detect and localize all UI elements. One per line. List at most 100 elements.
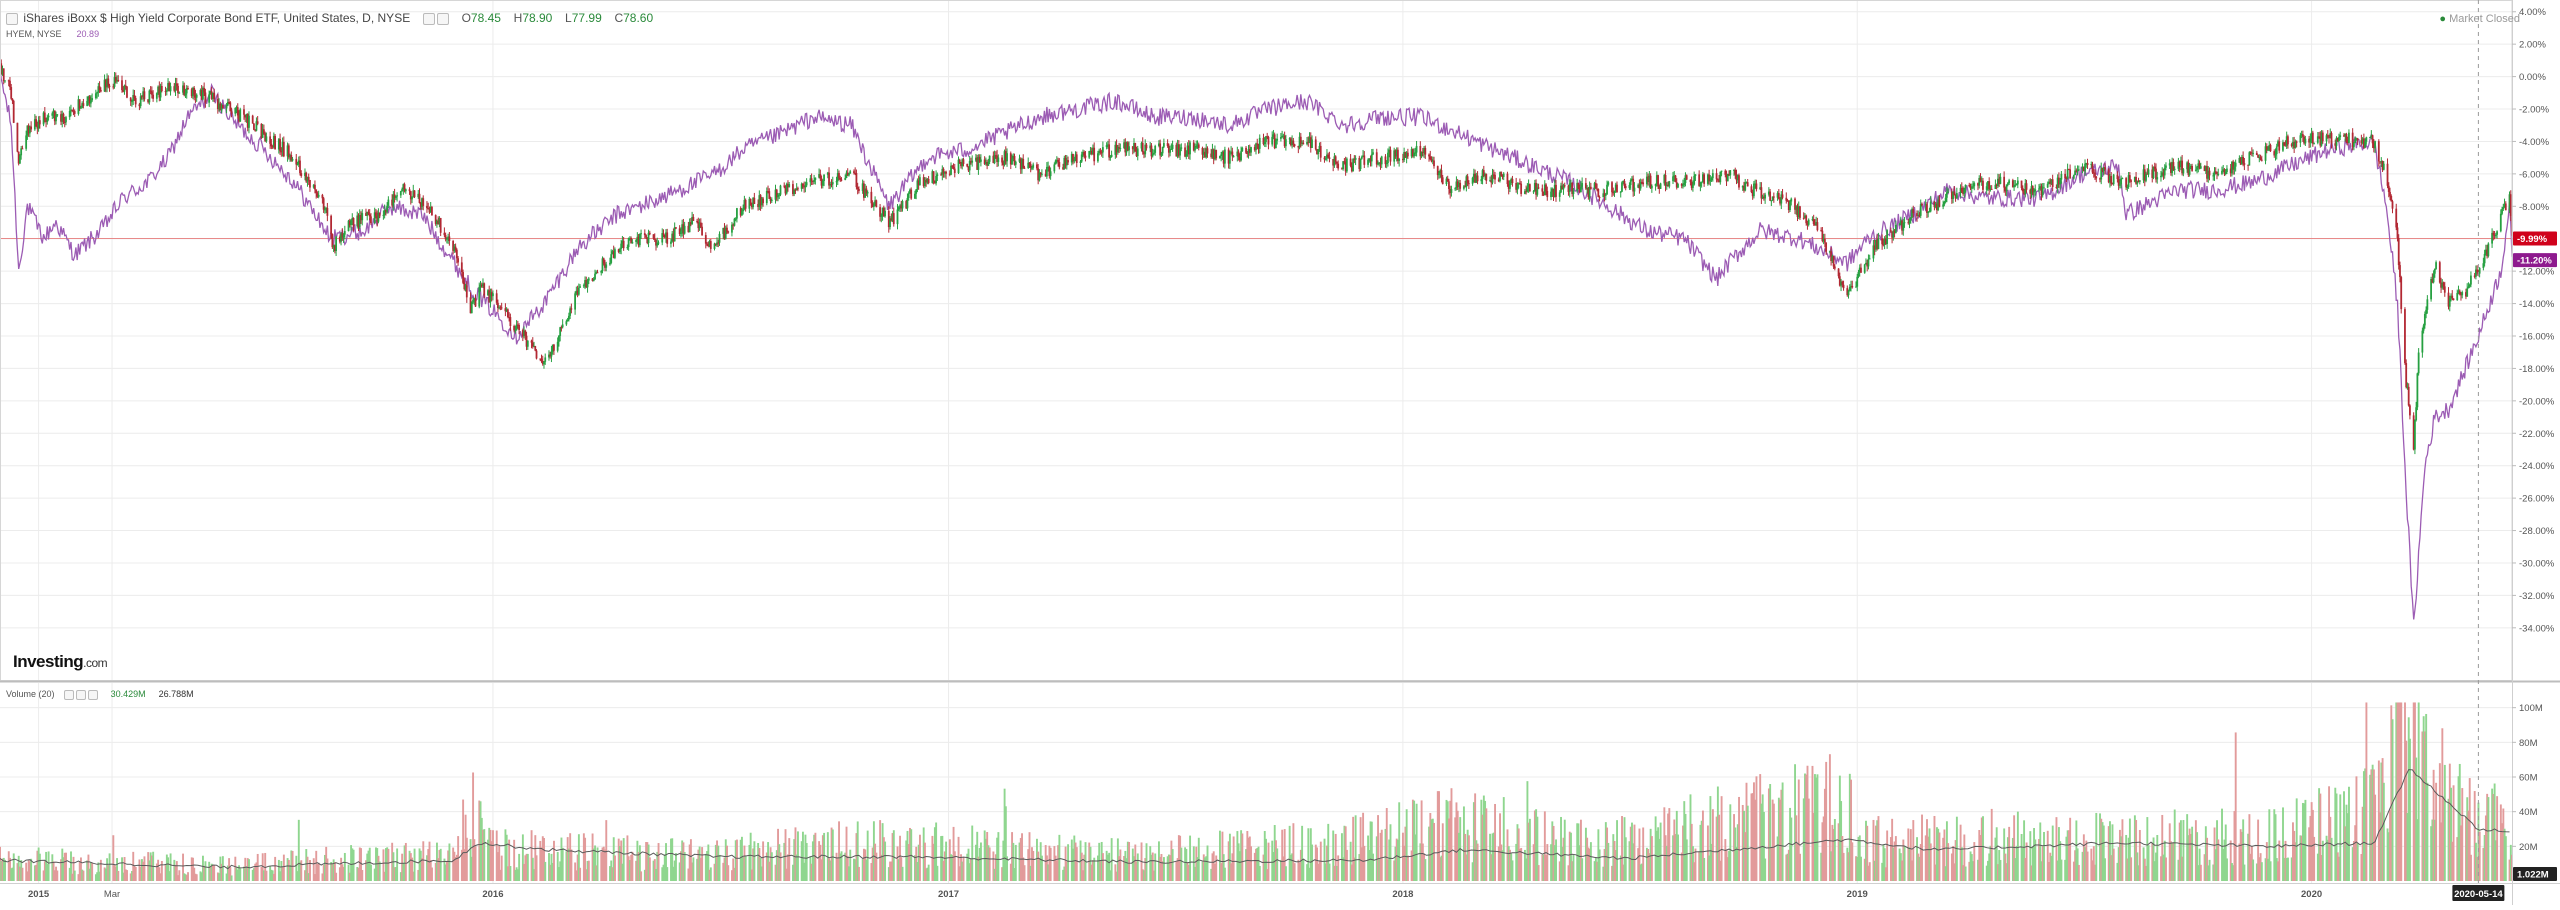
candle-body <box>1581 183 1584 187</box>
volume-bar <box>51 854 54 881</box>
volume-bar <box>1093 857 1096 881</box>
volume-close-icon[interactable] <box>87 689 98 700</box>
volume-bar <box>326 858 329 881</box>
candle-body <box>1327 154 1330 158</box>
settings-icon[interactable] <box>436 12 449 25</box>
volume-bar <box>1814 774 1816 881</box>
candle-body <box>734 218 737 220</box>
candle-body <box>1916 213 1918 217</box>
volume-bar <box>2020 834 2023 881</box>
volume-bar <box>409 853 412 881</box>
candle-body <box>452 241 455 251</box>
volume-bar <box>2395 702 2398 881</box>
candle-body <box>671 233 674 242</box>
candle-body <box>1738 175 1740 188</box>
volume-bar <box>1054 855 1057 881</box>
volume-bar <box>2181 856 2184 881</box>
volume-bar <box>1866 825 1869 881</box>
candle-body <box>2397 238 2400 266</box>
candle-body <box>585 280 588 288</box>
candle-body <box>1998 178 2001 184</box>
volume-bar <box>795 854 798 881</box>
candle-body <box>2399 265 2401 278</box>
candle-body <box>610 254 613 263</box>
compare-legend[interactable]: HYEM, NYSE 20.89 <box>6 29 99 39</box>
collapse-icon[interactable] <box>6 12 18 25</box>
volume-bar <box>630 854 633 881</box>
candle-body <box>1856 276 1859 287</box>
volume-bar <box>1579 819 1582 881</box>
eye-icon[interactable] <box>422 12 435 25</box>
candle-body <box>647 232 650 244</box>
candle-body <box>1631 178 1633 181</box>
volume-bar <box>1395 838 1398 881</box>
time-tick-label: 2015 <box>28 889 50 900</box>
candle-body <box>1612 192 1615 194</box>
candle-body <box>1032 164 1035 168</box>
volume-bar <box>1141 869 1144 881</box>
volume-bar <box>1080 852 1083 881</box>
candle-body <box>305 172 308 182</box>
candle-body <box>1891 231 1893 238</box>
candle-body <box>1214 150 1216 160</box>
candle-body <box>2308 138 2310 143</box>
candle-body <box>272 135 275 148</box>
volume-bar <box>1011 832 1014 881</box>
volume-settings-icon[interactable] <box>75 689 86 700</box>
candle-body <box>1816 222 1819 231</box>
volume-bar <box>1490 854 1493 881</box>
candle-body <box>1698 174 1701 186</box>
candle-body <box>559 327 562 336</box>
volume-bar <box>1494 803 1497 881</box>
candle-body <box>793 189 796 195</box>
volume-bar <box>2265 842 2268 881</box>
volume-bar <box>1184 847 1187 881</box>
volume-bar <box>933 827 936 881</box>
candle-body <box>779 185 782 195</box>
candle-body <box>2365 137 2368 142</box>
volume-bar <box>1767 788 1770 881</box>
volume-bar <box>185 875 188 881</box>
volume-bar <box>1083 854 1086 881</box>
candle-body <box>2226 168 2228 172</box>
candle-body <box>1231 151 1234 157</box>
time-tick-label: Mar <box>104 889 120 900</box>
candle-body <box>805 182 808 186</box>
volume-bar <box>200 872 203 881</box>
volume-bar <box>793 839 796 881</box>
volume-bar <box>614 855 616 881</box>
candle-body <box>2423 314 2426 326</box>
candle-body <box>2222 169 2225 171</box>
candle-body <box>1143 152 1145 155</box>
candle-body <box>2067 169 2070 171</box>
candle-body <box>367 211 370 215</box>
candle-body <box>1125 142 1128 153</box>
volume-bar <box>2295 798 2298 881</box>
candle-body <box>1185 154 1188 157</box>
candle-body <box>1628 185 1631 189</box>
volume-bar <box>289 864 292 881</box>
candle-body <box>1542 191 1545 196</box>
volume-bar <box>1448 818 1450 881</box>
candle-body <box>1189 142 1191 155</box>
candle-body <box>325 207 328 210</box>
candle-body <box>575 290 578 294</box>
candle-body <box>1517 183 1520 185</box>
volume-bar <box>1180 847 1183 881</box>
volume-bar <box>1429 813 1432 881</box>
candle-body <box>1754 183 1757 185</box>
volume-eye-icon[interactable] <box>63 689 74 700</box>
volume-bar <box>495 830 498 881</box>
volume-bar <box>1099 861 1102 881</box>
volume-bar <box>2466 797 2469 881</box>
candle-body <box>1256 143 1259 145</box>
candle-body <box>953 168 956 174</box>
candle-body <box>1333 156 1336 166</box>
candle-body <box>1943 201 1946 205</box>
candle-body <box>2448 298 2451 307</box>
volume-bar <box>2221 808 2223 881</box>
price-tick-label: -2.00% <box>2519 105 2550 116</box>
volume-bar <box>1308 867 1311 881</box>
